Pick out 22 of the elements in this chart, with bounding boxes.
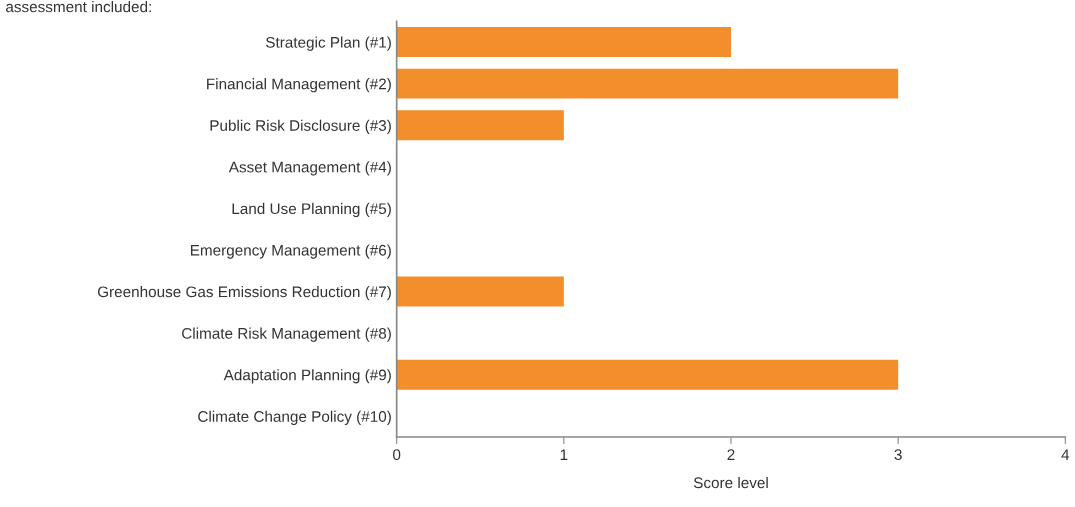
x-tick-label: 4 [1061,449,1070,460]
x-tick-label: 1 [560,449,568,460]
y-tick-label: Adaptation Planning (#9) [223,369,391,384]
y-tick-label: Emergency Management (#6) [190,244,391,259]
x-tick-label: 2 [727,449,735,460]
bar [396,110,564,141]
x-tick-label: 3 [894,449,902,461]
x-axis-title: Score level [693,476,768,489]
y-tick-label: Climate Change Policy (#10) [198,410,391,425]
y-tick-label: Strategic Plan (#1) [265,36,391,51]
x-tick-label: 0 [393,449,401,461]
text: assessment included: [6,1,151,13]
bar [396,276,564,307]
y-tick-label: Asset Management (#4) [228,161,391,176]
y-tick-label: Land Use Planning (#5) [232,202,391,218]
y-tick-label: Public Risk Disclosure (#3) [210,119,391,134]
y-tick-label: Greenhouse Gas Emissions Reduction (#7) [97,285,391,301]
bar [396,68,899,99]
y-tick-label: Financial Management (#2) [207,78,391,93]
y-tick-label: Climate Risk Management (#8) [182,327,391,342]
bar [396,359,899,390]
bar [396,27,731,58]
